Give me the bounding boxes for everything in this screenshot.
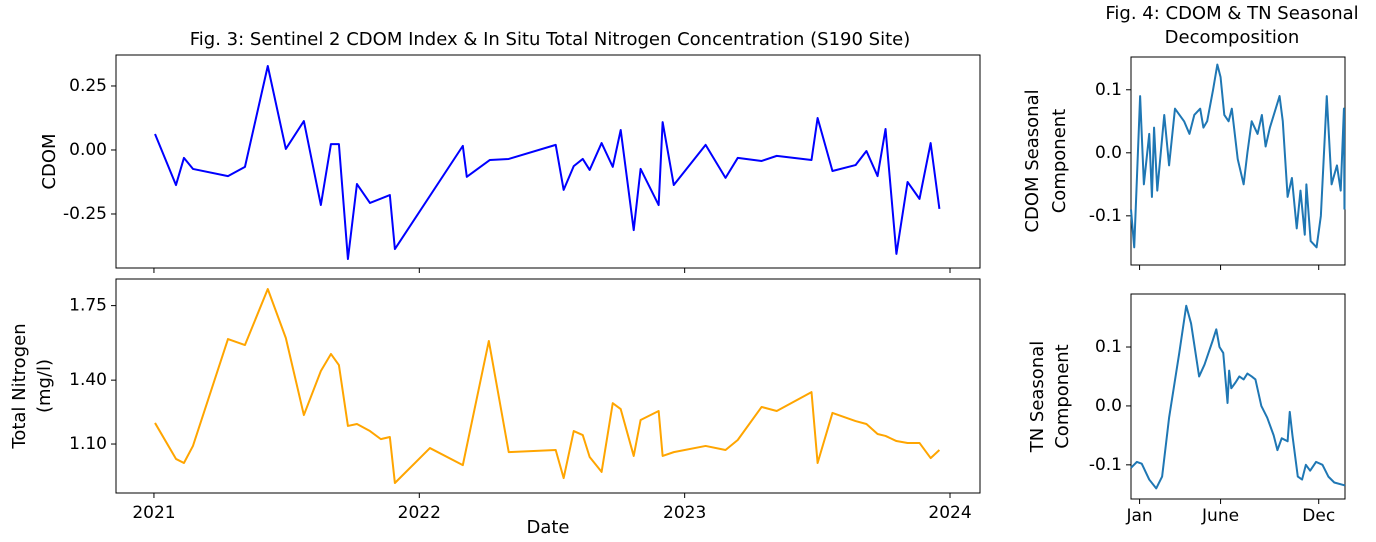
y-axis-label: Total Nitrogen [9,323,30,449]
y-tick-label: 0.1 [1095,337,1122,357]
y-tick-label: 1.75 [69,296,107,316]
y-axis-label: CDOM Seasonal [1022,89,1043,232]
axes-frame [115,278,981,494]
y-axis-label: TN Seasonal [1027,341,1048,454]
x-tick-label: June [1201,506,1239,526]
data-line [1130,63,1346,249]
y-tick-label: 0.1 [1095,80,1122,100]
y-axis-label: Component [1052,344,1073,449]
data-line [154,288,941,484]
chart-title: Fig. 4: CDOM & TN Seasonal [1105,3,1358,24]
data-line [1130,304,1346,490]
x-tick-label: 2023 [663,503,706,523]
y-tick-label: -0.1 [1089,455,1122,475]
chart-title: Decomposition [1165,27,1300,48]
x-tick-label: 2024 [928,503,971,523]
axes-frame [1130,293,1346,500]
chart-title: Fig. 3: Sentinel 2 CDOM Index & In Situ … [190,29,911,50]
x-axis-label: Date [526,517,569,538]
y-axis-label: CDOM [39,133,60,189]
y-tick-label: 0.00 [69,140,107,160]
x-tick-label: 2022 [398,503,441,523]
y-tick-label: -0.25 [63,204,107,224]
y-axis-label: Component [1049,109,1070,214]
x-tick-label: 2021 [132,503,175,523]
x-tick-label: Dec [1302,506,1335,526]
data-line [154,65,941,261]
y-tick-label: 1.10 [69,434,107,454]
y-axis-label: (mg/l) [34,359,55,413]
y-tick-label: 1.40 [69,370,107,390]
y-tick-label: -0.1 [1089,206,1122,226]
y-tick-label: 0.0 [1095,396,1122,416]
y-tick-label: 0.25 [69,76,107,96]
y-tick-label: 0.0 [1095,143,1122,163]
axes-frame [115,54,981,269]
x-tick-label: Jan [1125,506,1152,526]
